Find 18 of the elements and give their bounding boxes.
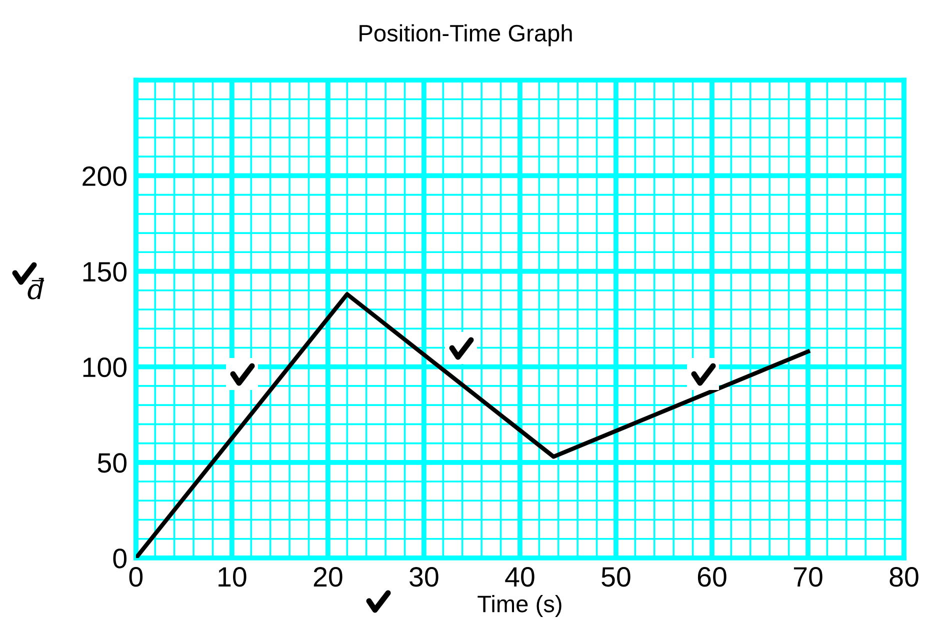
y-tick-label: 150 <box>83 262 127 282</box>
y-tick-label: 200 <box>82 166 127 186</box>
y-tick-label: 50 <box>98 453 127 473</box>
y-tick-label: 100 <box>83 358 127 378</box>
x-tick-label: 60 <box>698 567 726 587</box>
x-tick-label: 10 <box>218 567 246 587</box>
x-tick-label: 80 <box>890 567 918 587</box>
y-axis-title: d⃗ <box>28 278 44 300</box>
x-tick-label: 0 <box>129 567 143 587</box>
x-axis-title: Time (s) <box>478 594 562 617</box>
line-series <box>136 292 810 558</box>
y-tick-label: 0 <box>113 548 127 568</box>
chart-title: Position-Time Graph <box>360 24 572 46</box>
x-tick-label: 70 <box>794 567 822 587</box>
x-tick-label: 20 <box>314 567 342 587</box>
x-tick-label: 30 <box>410 567 438 587</box>
x-tick-label: 50 <box>602 567 630 587</box>
x-tick-label: 40 <box>505 567 534 587</box>
